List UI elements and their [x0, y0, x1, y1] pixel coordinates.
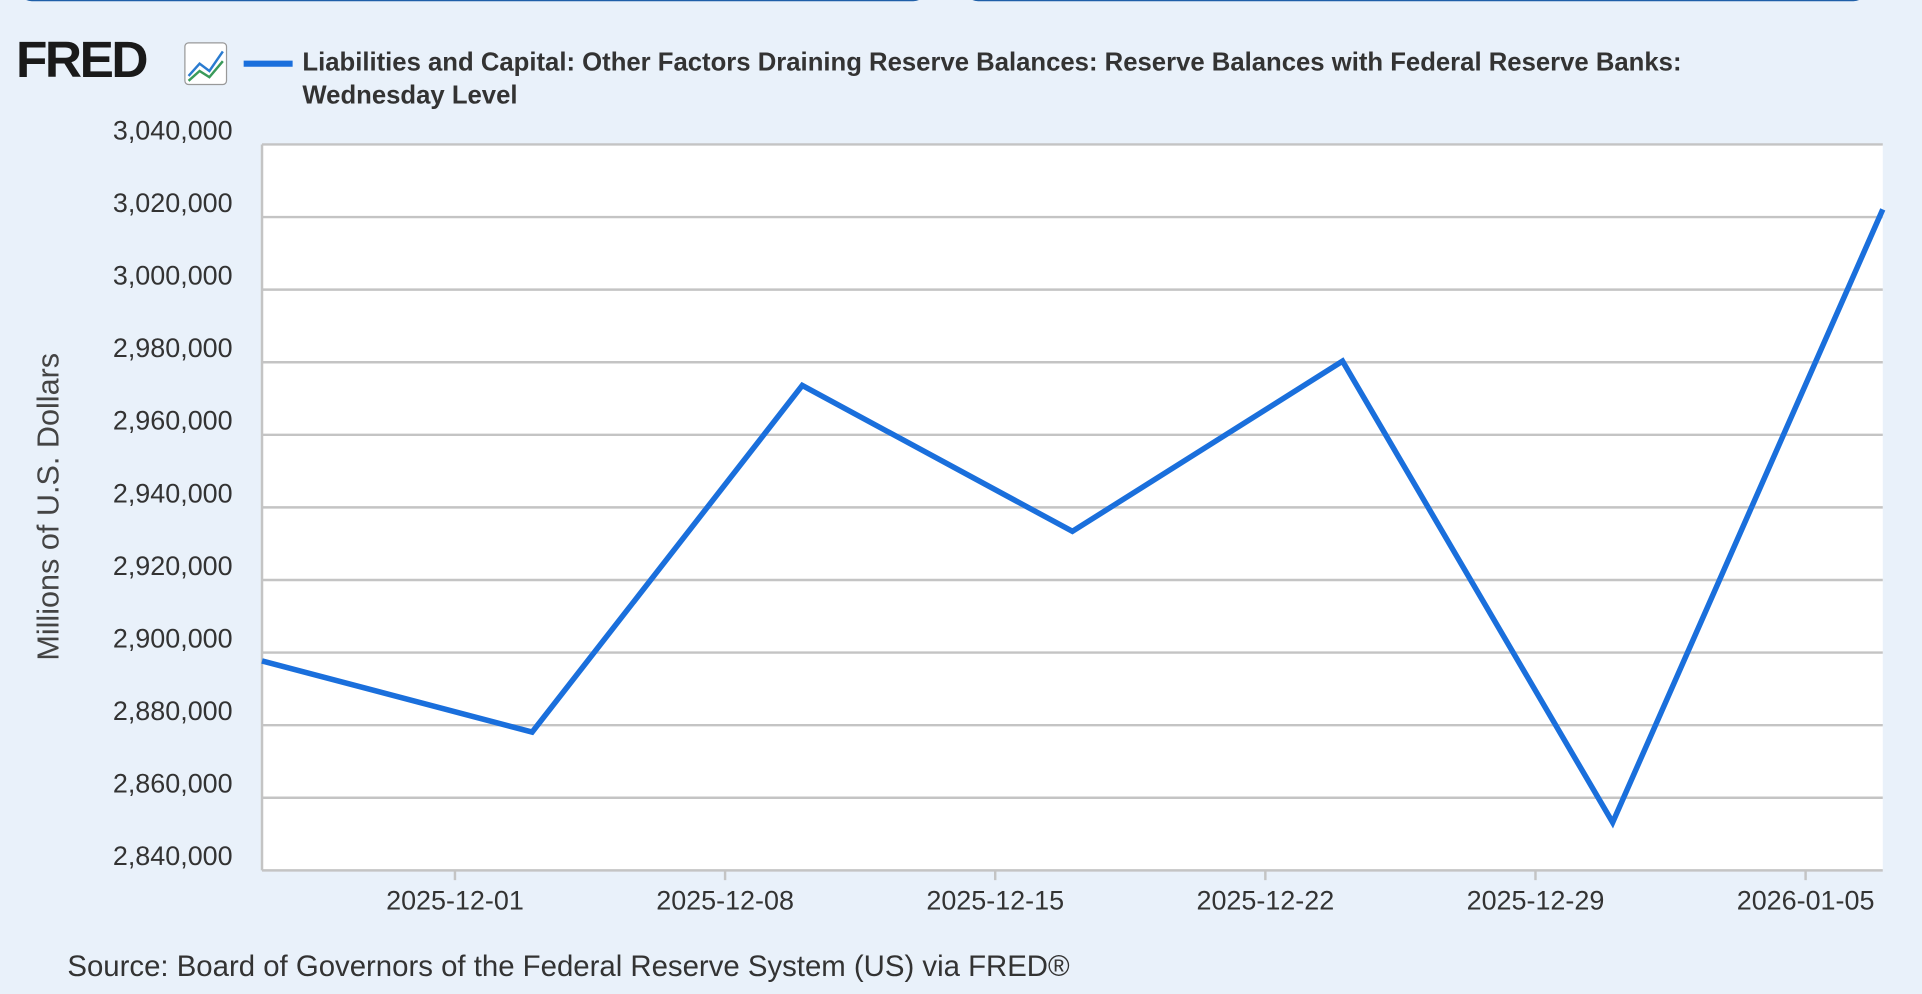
y-tick-label: 2,840,000: [113, 841, 233, 871]
y-axis-label: Millions of U.S. Dollars: [31, 353, 65, 661]
y-tick-label: 3,040,000: [113, 115, 233, 145]
source: Source: Board of Governors of the Federa…: [67, 950, 1070, 983]
y-tick-label: 2,880,000: [113, 696, 233, 726]
y-tick-label: 2,940,000: [113, 478, 233, 508]
y-tick-label: 2,920,000: [113, 551, 233, 581]
y-tick-label: 3,020,000: [113, 188, 233, 218]
data-line: [261, 208, 1886, 829]
y-tick-label: 2,960,000: [113, 406, 233, 436]
logo-text: FRED: [16, 30, 146, 88]
legend-label: Liabilities and Capital: Other Factors D…: [302, 48, 1681, 109]
x-tick-label: 2025-12-29: [1467, 885, 1605, 915]
x-tick-label: 2025-12-01: [386, 885, 524, 915]
x-tick-label: 2025-12-15: [926, 885, 1064, 915]
x-tick-label: 2026-01-05: [1737, 885, 1875, 915]
y-tick-label: 2,860,000: [113, 769, 233, 799]
logo-icon: [184, 42, 228, 86]
y-tick-label: 2,900,000: [113, 623, 233, 653]
y-tick-label: 2,980,000: [113, 333, 233, 363]
y-tick-label: 3,000,000: [113, 260, 233, 290]
x-tick-label: 2025-12-22: [1196, 885, 1334, 915]
x-tick-label: 2025-12-08: [656, 885, 794, 915]
